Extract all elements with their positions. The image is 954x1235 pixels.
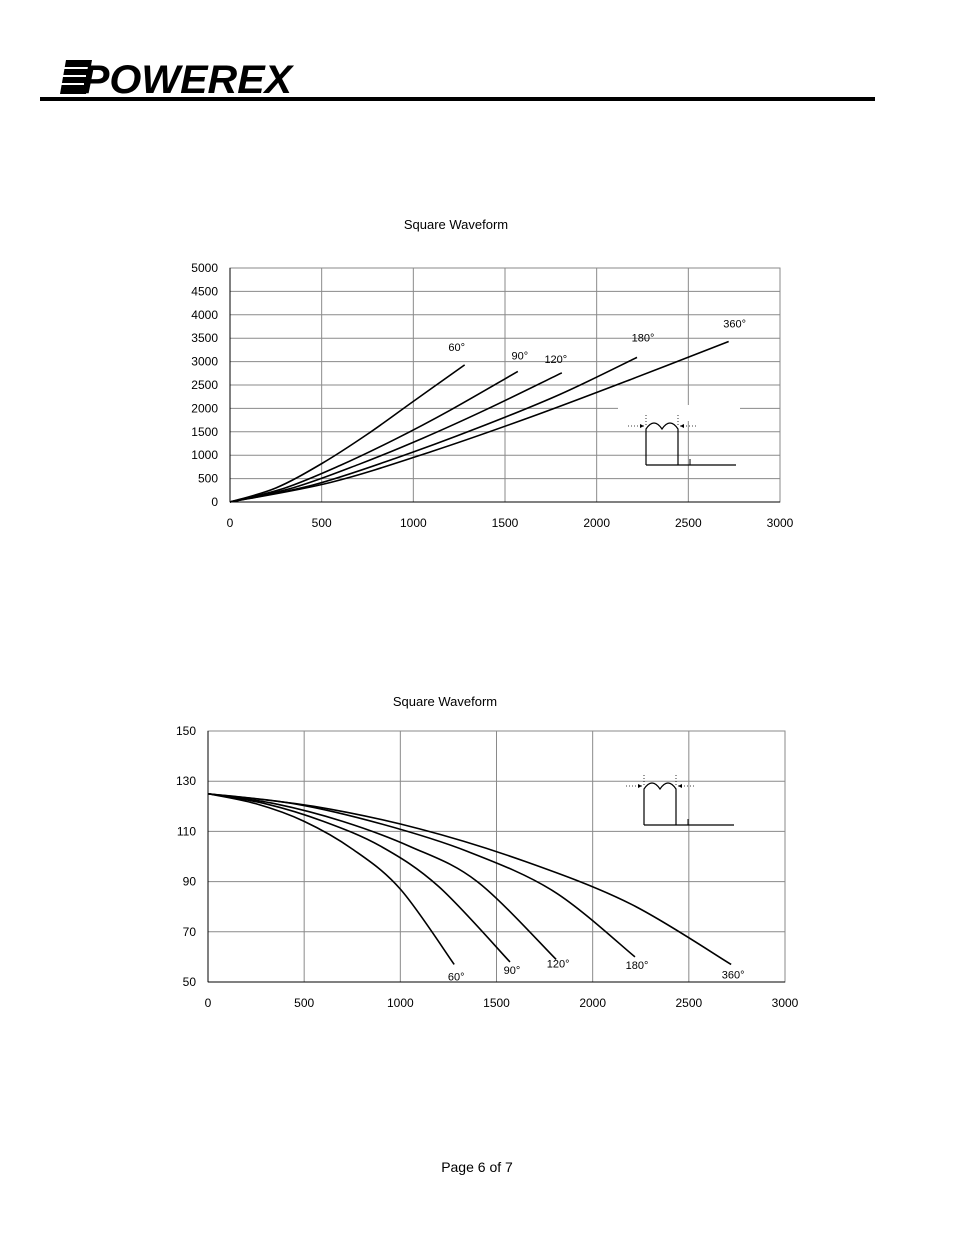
y-tick-label: 150: [176, 724, 196, 738]
waveform-arrowhead-right: [678, 784, 682, 788]
x-tick-label: 500: [294, 996, 314, 1010]
y-tick-label: 130: [176, 774, 196, 788]
series-label: 90°: [504, 965, 521, 977]
x-tick-label: 2000: [583, 516, 610, 530]
x-tick-label: 0: [227, 516, 234, 530]
powerex-logo-mark: [52, 60, 92, 94]
series-line-90deg: [207, 792, 511, 963]
waveform-pulse: [643, 782, 677, 825]
y-tick-label: 1000: [191, 448, 218, 462]
waveform-arrowhead-left: [640, 424, 644, 428]
y-tick-label: 4500: [191, 284, 218, 298]
chart-1-title: Square Waveform: [403, 217, 509, 232]
x-tick-label: 1500: [492, 516, 519, 530]
series-line-180deg: [207, 792, 636, 958]
series-label: 120°: [547, 958, 570, 970]
series-label: 60°: [448, 342, 465, 354]
x-tick-label: 1000: [400, 516, 427, 530]
square-waveform-icon: [626, 775, 734, 826]
x-tick-label: 2500: [675, 516, 702, 530]
chart-2-title: Square Waveform: [392, 694, 498, 709]
y-tick-label: 5000: [191, 261, 218, 275]
y-tick-label: 3000: [191, 355, 218, 369]
series-label: 120°: [544, 354, 567, 366]
y-tick-label: 50: [183, 975, 197, 989]
y-tick-label: 500: [198, 472, 218, 486]
series-line-120deg: [229, 372, 563, 503]
waveform-arrowhead-left: [638, 784, 642, 788]
series-label: 90°: [512, 350, 529, 362]
x-tick-label: 3000: [767, 516, 794, 530]
y-tick-label: 4000: [191, 308, 218, 322]
series-line-90deg: [229, 370, 519, 503]
series-label: 360°: [722, 969, 745, 981]
x-tick-label: 1500: [483, 996, 510, 1010]
y-tick-label: 90: [183, 875, 197, 889]
page-number: Page 6 of 7: [441, 1159, 513, 1175]
square-waveform-icon: [618, 405, 740, 466]
y-tick-label: 2500: [191, 378, 218, 392]
y-tick-label: 2000: [191, 401, 218, 415]
series-line-60deg: [229, 364, 466, 503]
powerex-logo-text: POWEREX: [82, 58, 294, 98]
y-tick-label: 70: [183, 925, 197, 939]
x-tick-label: 3000: [772, 996, 799, 1010]
waveform-pulse: [645, 422, 679, 465]
waveform-arrowhead-right: [680, 424, 684, 428]
y-tick-label: 1500: [191, 425, 218, 439]
header-rule: [40, 97, 875, 101]
chart-1: 0500100015002000250030003500400045005000…: [191, 261, 793, 530]
x-tick-label: 2000: [579, 996, 606, 1010]
x-tick-label: 0: [205, 996, 212, 1010]
series-label: 360°: [723, 318, 746, 330]
x-tick-label: 1000: [387, 996, 414, 1010]
y-tick-label: 110: [177, 824, 196, 838]
series-line-360deg: [207, 792, 732, 966]
inset-background: [618, 405, 740, 421]
series-line-360deg: [229, 340, 729, 503]
series-label: 60°: [448, 971, 465, 983]
series-line-120deg: [207, 792, 557, 960]
x-tick-label: 2500: [675, 996, 702, 1010]
powerex-logo: POWEREX: [52, 58, 294, 98]
series-label: 180°: [632, 332, 655, 344]
y-tick-label: 3500: [191, 331, 218, 345]
series-line-60deg: [207, 792, 455, 965]
x-tick-label: 500: [312, 516, 332, 530]
series-label: 180°: [626, 960, 649, 972]
series-line-180deg: [229, 356, 638, 503]
y-tick-label: 0: [211, 495, 218, 509]
